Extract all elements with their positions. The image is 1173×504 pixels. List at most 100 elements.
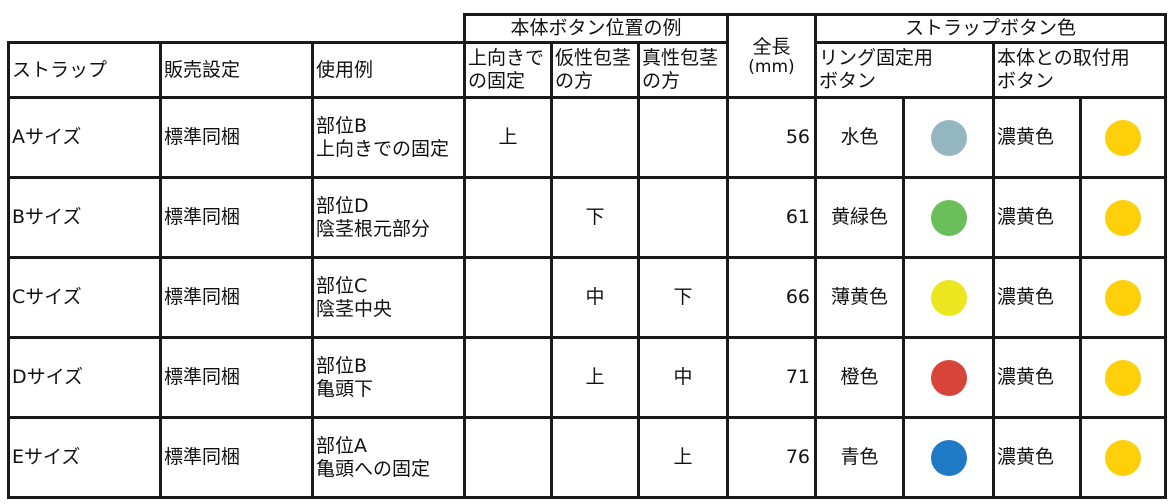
ring-color-name: 青色	[814, 416, 905, 499]
header-pos-up-line1: 上向きで	[468, 47, 545, 69]
header-strap: ストラップ	[7, 41, 162, 99]
usage-desc: 上向きでの固定	[316, 137, 450, 160]
pos-up-cell	[463, 416, 553, 499]
header-body-line2: ボタン	[997, 70, 1055, 92]
body-color-dot-icon	[1105, 439, 1141, 476]
header-ring-button: リング固定用 ボタン	[814, 41, 995, 99]
ring-color-swatch-cell	[902, 256, 995, 339]
usage-desc: 陰茎中央	[316, 297, 393, 320]
header-pos-up-line2: の固定	[468, 70, 526, 92]
ring-color-dot-icon	[930, 199, 967, 236]
ring-color-name: 橙色	[814, 336, 905, 419]
table-row: Bサイズ 標準同梱 部位D 陰茎根元部分 下 61 黄緑色 濃黄色	[7, 176, 1167, 259]
ring-color-name: 水色	[814, 96, 905, 179]
usage-part: 部位B	[316, 354, 368, 377]
pos-true-cell	[637, 96, 729, 179]
header-pos-false-line2: の方	[555, 70, 594, 92]
ring-color-name: 黄緑色	[814, 176, 905, 259]
length-cell: 71	[726, 336, 817, 419]
header-pos-true-line1: 真性包茎	[642, 47, 719, 69]
body-color-swatch-cell	[1079, 416, 1167, 499]
sales-cell: 標準同梱	[159, 416, 314, 499]
table-row: Cサイズ 標準同梱 部位C 陰茎中央 中下 66 薄黄色 濃黄色	[7, 256, 1167, 339]
usage-desc: 亀頭下	[316, 377, 374, 400]
ring-color-dot-icon	[930, 359, 967, 396]
header-length: 全長 (mm)	[726, 13, 817, 99]
sales-cell: 標準同梱	[159, 336, 314, 419]
header-body-line1: 本体との取付用	[997, 47, 1130, 69]
strap-cell: Cサイズ	[7, 256, 162, 339]
table-row: Eサイズ 標準同梱 部位A 亀頭への固定 上 76 青色 濃黄色	[7, 416, 1167, 499]
length-cell: 76	[726, 416, 817, 499]
body-color-name: 濃黄色	[992, 96, 1082, 179]
length-cell: 56	[726, 96, 817, 179]
header-length-label: 全長	[752, 36, 791, 58]
ring-color-dot-icon	[930, 279, 967, 316]
pos-true-cell: 下	[637, 256, 729, 339]
body-color-dot-icon	[1105, 119, 1141, 156]
pos-false-cell: 中	[550, 256, 640, 339]
strap-cell: Aサイズ	[7, 96, 162, 179]
header-pos-true-line2: の方	[642, 70, 681, 92]
ring-color-dot-icon	[930, 119, 967, 156]
usage-part: 部位C	[316, 274, 368, 297]
usage-cell: 部位B 亀頭下	[311, 336, 466, 419]
ring-color-dot-icon	[930, 439, 967, 476]
header-pos-up: 上向きで の固定	[463, 41, 553, 99]
ring-color-swatch-cell	[902, 176, 995, 259]
usage-cell: 部位B 上向きでの固定	[311, 96, 466, 179]
ring-color-swatch-cell	[902, 416, 995, 499]
ring-color-name: 薄黄色	[814, 256, 905, 339]
header-pos-false-line1: 仮性包茎	[555, 47, 632, 69]
usage-part: 部位A	[316, 434, 367, 457]
length-cell: 61	[726, 176, 817, 259]
ring-color-swatch-cell	[902, 336, 995, 419]
body-color-swatch-cell	[1079, 176, 1167, 259]
header-pos-false: 仮性包茎 の方	[550, 41, 640, 99]
usage-cell: 部位A 亀頭への固定	[311, 416, 466, 499]
body-color-swatch-cell	[1079, 256, 1167, 339]
sales-cell: 標準同梱	[159, 256, 314, 339]
body-color-dot-icon	[1105, 359, 1141, 396]
usage-part: 部位D	[316, 194, 369, 217]
sales-cell: 標準同梱	[159, 96, 314, 179]
table-row: Dサイズ 標準同梱 部位B 亀頭下 上中 71 橙色 濃黄色	[7, 336, 1167, 419]
blank-corner	[8, 14, 465, 44]
body-color-dot-icon	[1105, 199, 1141, 236]
sales-cell: 標準同梱	[159, 176, 314, 259]
header-sales: 販売設定	[159, 41, 314, 99]
pos-up-cell: 上	[463, 96, 553, 179]
usage-desc: 陰茎根元部分	[316, 217, 431, 240]
pos-false-cell: 上	[550, 336, 640, 419]
body-color-dot-icon	[1105, 279, 1141, 316]
pos-up-cell	[463, 256, 553, 339]
header-color-group: ストラップボタン色	[814, 13, 1167, 44]
usage-desc: 亀頭への固定	[316, 457, 431, 480]
pos-true-cell	[637, 176, 729, 259]
header-usage: 使用例	[311, 41, 466, 99]
usage-cell: 部位C 陰茎中央	[311, 256, 466, 339]
header-ring-line1: リング固定用	[819, 47, 934, 69]
body-color-name: 濃黄色	[992, 416, 1082, 499]
header-body-button: 本体との取付用 ボタン	[992, 41, 1167, 99]
length-cell: 66	[726, 256, 817, 339]
usage-cell: 部位D 陰茎根元部分	[311, 176, 466, 259]
pos-false-cell	[550, 96, 640, 179]
header-length-unit: (mm)	[748, 57, 795, 77]
header-pos-true: 真性包茎 の方	[637, 41, 729, 99]
pos-up-cell	[463, 336, 553, 419]
pos-false-cell	[550, 416, 640, 499]
body-color-name: 濃黄色	[992, 336, 1082, 419]
body-color-swatch-cell	[1079, 336, 1167, 419]
table-row: Aサイズ 標準同梱 部位B 上向きでの固定上 56 水色 濃黄色	[7, 96, 1167, 179]
pos-true-cell: 中	[637, 336, 729, 419]
usage-part: 部位B	[316, 114, 368, 137]
body-color-name: 濃黄色	[992, 176, 1082, 259]
body-color-name: 濃黄色	[992, 256, 1082, 339]
pos-true-cell: 上	[637, 416, 729, 499]
ring-color-swatch-cell	[902, 96, 995, 179]
strap-cell: Dサイズ	[7, 336, 162, 419]
pos-false-cell: 下	[550, 176, 640, 259]
strap-cell: Bサイズ	[7, 176, 162, 259]
strap-cell: Eサイズ	[7, 416, 162, 499]
